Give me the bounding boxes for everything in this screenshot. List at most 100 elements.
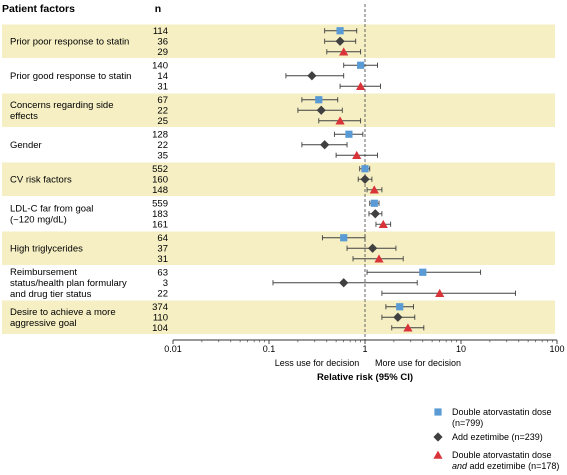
estimate-marker [396, 303, 404, 311]
n-value: 148 [152, 185, 168, 196]
estimate-marker [315, 96, 323, 104]
legend-label-line: Add ezetimibe (n=239) [452, 432, 543, 442]
n-value: 3 [163, 278, 168, 289]
x-tick-label: 0.01 [164, 344, 182, 354]
factor-band [2, 24, 555, 58]
n-value: 67 [157, 95, 168, 106]
n-value: 183 [152, 209, 168, 220]
factor-label: High triglycerides [10, 244, 83, 255]
factor-label: LDL-C far from goal (~120 mg/dL) [10, 204, 93, 226]
n-value: 161 [152, 220, 168, 231]
estimate-marker [403, 323, 413, 332]
n-value: 63 [157, 268, 168, 279]
estimate-marker [435, 288, 445, 298]
n-value: 559 [152, 199, 168, 210]
estimate-marker [339, 47, 349, 56]
n-value: 22 [157, 140, 168, 151]
estimate-marker [320, 140, 330, 150]
factor-label-line: (~120 mg/dL) [10, 215, 67, 226]
estimate-marker [345, 130, 353, 138]
estimate-marker [352, 150, 362, 160]
legend-label-segment: add ezetimibe (n=178) [467, 461, 559, 471]
n-value: 140 [152, 61, 168, 72]
estimate-marker [419, 268, 427, 276]
estimate-marker [361, 165, 369, 173]
x-tick-label: 0.1 [263, 344, 276, 354]
factor-band [2, 231, 555, 265]
factor-label-line: Concerns regarding side [10, 100, 114, 111]
estimate-marker [374, 254, 384, 263]
estimate-marker [340, 234, 348, 242]
estimate-marker [335, 116, 345, 125]
estimate-marker [339, 278, 349, 288]
legend-marker [433, 432, 443, 442]
estimate-marker [356, 81, 366, 91]
factor-label-line: Prior poor response to statin [10, 37, 129, 48]
n-value: 22 [157, 106, 168, 117]
n-value: 104 [152, 323, 168, 334]
n-value: 36 [157, 37, 168, 48]
n-value: 35 [157, 151, 168, 162]
legend-label-line: Double atorvastatin dose [452, 407, 552, 417]
estimate-marker [335, 36, 345, 46]
n-value: 25 [157, 116, 168, 127]
n-value: 37 [157, 244, 168, 255]
estimate-marker [370, 209, 380, 219]
n-value: 552 [152, 164, 168, 175]
n-value: 374 [152, 302, 168, 313]
n-value: 31 [157, 82, 168, 93]
legend-marker [433, 450, 443, 459]
factor-label-line: and drug tier status [10, 289, 92, 300]
factor-label: Desire to achieve a more aggressive goal [10, 307, 116, 329]
less-use-annotation: Less use for decision [275, 358, 360, 368]
n-value: 64 [157, 233, 168, 244]
factor-label: CV risk factors [10, 175, 72, 186]
n-column-header: n [155, 3, 161, 15]
estimate-marker [370, 199, 378, 207]
factor-label: Concerns regarding side effects [10, 100, 114, 122]
estimate-marker [316, 105, 326, 115]
n-value: 110 [153, 313, 168, 324]
legend-label: Double atorvastatin dose (n=799) [452, 407, 552, 428]
factor-label-line: effects [10, 111, 38, 122]
factor-label-line: aggressive goal [10, 318, 77, 329]
legend: Double atorvastatin dose (n=799)Add ezeti… [433, 407, 559, 471]
estimate-marker [393, 312, 403, 322]
estimate-marker [378, 219, 388, 229]
estimate-marker [368, 243, 378, 253]
factor-band [2, 162, 555, 196]
factor-label-line: LDL-C far from goal [10, 204, 93, 215]
factor-label-line: High triglycerides [10, 244, 83, 255]
legend-label-line: (n=799) [452, 418, 483, 428]
legend-label-segment: Double atorvastatin dose [452, 450, 552, 460]
n-value: 29 [157, 47, 168, 58]
estimate-marker [360, 174, 370, 184]
factor-bands [2, 24, 555, 334]
x-tick-label: 100 [549, 344, 564, 354]
patient-factors-header: Patient factors [2, 3, 75, 15]
factor-label: Gender [10, 140, 42, 151]
n-value: 128 [152, 130, 168, 141]
factor-label: Prior good response to statin [10, 71, 131, 82]
n-value: 14 [157, 71, 168, 82]
legend-label-segment: and [452, 461, 468, 471]
factor-label-line: Reimbursement [10, 267, 77, 278]
legend-label: Add ezetimibe (n=239) [452, 432, 543, 442]
estimate-marker [357, 61, 365, 69]
estimate-marker [307, 71, 317, 81]
factor-label-line: CV risk factors [10, 175, 72, 186]
factor-label: Prior poor response to statin [10, 37, 129, 48]
legend-label: Double atorvastatin dose and add ezetimib… [452, 450, 559, 471]
estimate-marker [336, 27, 344, 35]
factor-label-line: Gender [10, 140, 42, 151]
x-tick-label: 10 [456, 344, 466, 354]
factor-band [2, 93, 555, 127]
factor-band [2, 300, 555, 334]
n-value: 31 [157, 254, 168, 265]
n-value: 160 [152, 175, 168, 186]
x-axis-label: Relative risk (95% CI) [317, 372, 413, 383]
more-use-annotation: More use for decision [375, 358, 461, 368]
n-value: 22 [157, 289, 168, 300]
